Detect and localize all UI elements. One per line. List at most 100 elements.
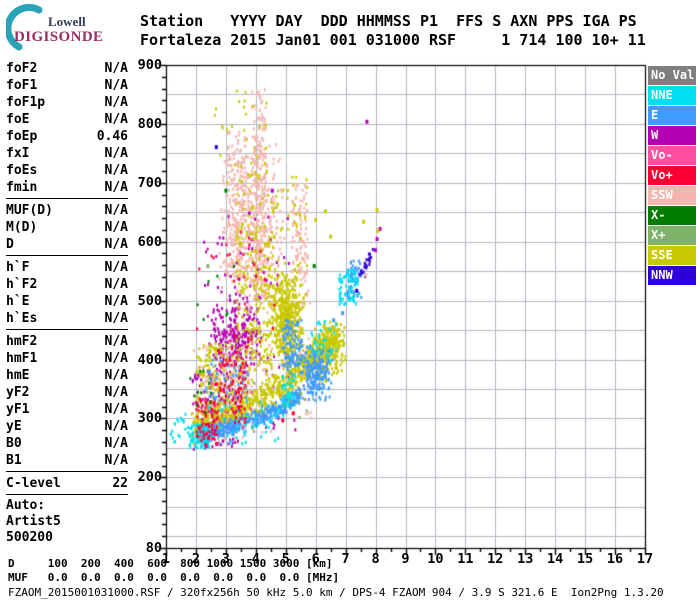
x-axis-tick-label: 13: [517, 551, 534, 567]
param-label: h`F: [6, 260, 30, 275]
param-row-D: D N/A: [6, 236, 128, 253]
x-axis-tick-label: 11: [457, 551, 474, 567]
x-axis-tick-label: 7: [341, 551, 350, 567]
legend-item-nnw: NNW: [648, 266, 696, 285]
x-axis-tick-label: 12: [487, 551, 504, 567]
param-row-yF2: yF2 N/A: [6, 384, 128, 401]
param-row-h`Es: h`Es N/A: [6, 310, 128, 327]
param-value: N/A: [104, 180, 128, 195]
param-value: N/A: [104, 368, 128, 383]
param-separator: [6, 198, 128, 199]
legend-item-x+: X+: [648, 226, 696, 245]
header-line-columns: Station YYYY DAY DDD HHMMSS P1 FFS S AXN…: [140, 12, 637, 30]
file-info-line: FZAOM_2015001031000.RSF / 320fx256h 50 k…: [8, 586, 664, 599]
header-line-values: Fortaleza 2015 Jan01 001 031000 RSF 1 71…: [140, 31, 646, 49]
x-axis-tick-label: 8: [371, 551, 380, 567]
param-value: N/A: [104, 112, 128, 127]
param-label: foF1: [6, 78, 38, 93]
param-label: hmF1: [6, 351, 38, 366]
param-row-h`E: h`E N/A: [6, 293, 128, 310]
autoscale-info-line: Auto:: [6, 498, 46, 513]
param-row-h`F: h`F N/A: [6, 259, 128, 276]
echo-direction-legend: No Val NNE E W Vo- Vo+ SSW X- X+ SSE NNW: [648, 66, 696, 286]
param-label: hmE: [6, 368, 30, 383]
muf-row: MUF 0.0 0.0 0.0 0.0 0.0 0.0 0.0 0.0 [MHz…: [8, 571, 340, 584]
x-axis-tick-label: 15: [576, 551, 594, 567]
param-value: N/A: [104, 78, 128, 93]
param-separator: [6, 471, 128, 472]
d-row: D 100 200 400 600 800 1000 1500 3000 [km…: [8, 557, 333, 570]
param-row-M(D): M(D) N/A: [6, 219, 128, 236]
param-value: 22: [112, 476, 128, 491]
legend-item-sse: SSE: [648, 246, 696, 265]
x-axis-tick-label: 2: [191, 551, 200, 567]
legend-item-w: W: [648, 126, 696, 145]
param-separator: [6, 329, 128, 330]
y-axis-tick-label: 700: [137, 174, 162, 191]
param-label: D: [6, 237, 14, 252]
param-label: foEp: [6, 129, 38, 144]
param-value: N/A: [104, 277, 128, 292]
legend-item-no-val: No Val: [648, 66, 696, 85]
autoscale-info-line: Artist5: [6, 514, 61, 529]
param-row-h`F2: h`F2 N/A: [6, 276, 128, 293]
param-row-hmE: hmE N/A: [6, 367, 128, 384]
param-row-fmin: fmin N/A: [6, 179, 128, 196]
param-value: N/A: [104, 351, 128, 366]
logo-arc-icon: [6, 4, 43, 51]
param-label: MUF(D): [6, 203, 53, 218]
y-axis-tick-label: 400: [137, 351, 162, 368]
param-row-hmF2: hmF2 N/A: [6, 333, 128, 350]
param-label: fxI: [6, 146, 30, 161]
param-value: N/A: [104, 95, 128, 110]
param-row-fxI: fxI N/A: [6, 145, 128, 162]
legend-item-e: E: [648, 106, 696, 125]
param-value: N/A: [104, 334, 128, 349]
param-row-yE: yE N/A: [6, 418, 128, 435]
param-label: yE: [6, 419, 22, 434]
param-row-C-level: C-level 22: [6, 475, 128, 492]
param-value: N/A: [104, 311, 128, 326]
legend-item-vo-: Vo-: [648, 146, 696, 165]
param-label: hmF2: [6, 334, 38, 349]
param-label: yF1: [6, 402, 30, 417]
x-axis-tick-label: 3: [221, 551, 230, 567]
param-label: h`F2: [6, 277, 38, 292]
legend-item-nne: NNE: [648, 86, 696, 105]
logo-text-digisonde: DIGISONDE: [14, 29, 104, 45]
param-label: M(D): [6, 220, 38, 235]
param-label: h`Es: [6, 311, 38, 326]
legend-item-ssw: SSW: [648, 186, 696, 205]
x-axis-tick-label: 9: [401, 551, 410, 567]
y-axis-tick-label: 300: [137, 410, 162, 427]
legend-item-x-: X-: [648, 206, 696, 225]
param-row-foF1p: foF1p N/A: [6, 94, 128, 111]
y-axis-tick-label: 500: [137, 292, 162, 309]
param-label: foF1p: [6, 95, 46, 110]
param-row-B0: B0 N/A: [6, 435, 128, 452]
x-axis-tick-label: 4: [251, 551, 260, 567]
x-axis-tick-label: 5: [281, 551, 290, 567]
param-value: 0.46: [96, 129, 128, 144]
param-value: N/A: [104, 220, 128, 235]
param-value: N/A: [104, 163, 128, 178]
header-block: Station YYYY DAY DDD HHMMSS P1 FFS S AXN…: [140, 12, 646, 50]
param-label: foE: [6, 112, 30, 127]
param-row-foE: foE N/A: [6, 111, 128, 128]
param-value: N/A: [104, 419, 128, 434]
x-axis-tick-label: 16: [606, 551, 624, 567]
param-row-hmF1: hmF1 N/A: [6, 350, 128, 367]
x-axis-tick-label: 10: [427, 551, 444, 567]
x-axis-tick-label: 6: [311, 551, 320, 567]
param-label: yF2: [6, 385, 30, 400]
param-value: N/A: [104, 453, 128, 468]
param-value: N/A: [104, 294, 128, 309]
y-axis-tick-label: 600: [137, 233, 162, 250]
param-row-foEp: foEp 0.46: [6, 128, 128, 145]
param-separator: [6, 494, 128, 495]
x-axis-tick-label: 17: [636, 551, 654, 567]
logo-text-lowell: Lowell: [48, 14, 86, 29]
param-label: foF2: [6, 61, 38, 76]
legend-item-vo+: Vo+: [648, 166, 696, 185]
